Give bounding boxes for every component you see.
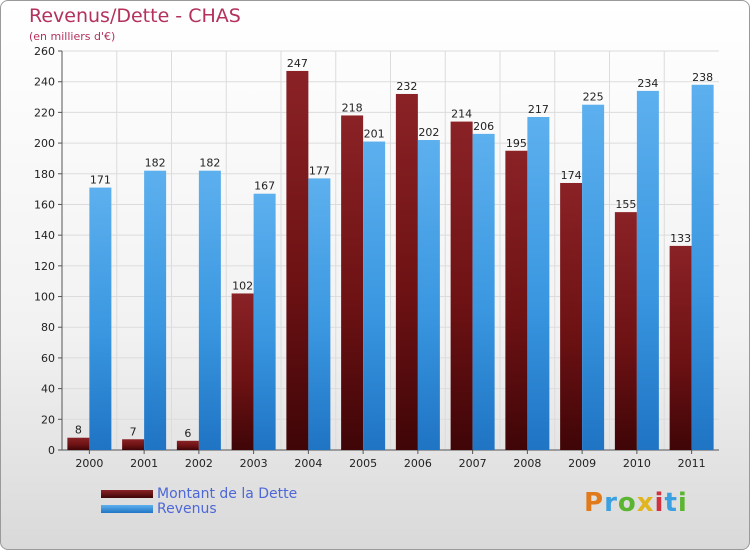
bar-dette-2007 (450, 121, 473, 450)
bar-revenus-2001 (144, 170, 167, 450)
legend-swatch-dette (101, 490, 153, 498)
bar-revenus-2010 (636, 90, 659, 451)
bar-revenus-2003 (253, 193, 276, 450)
chart-title: Revenus/Dette - CHAS (29, 5, 241, 27)
logo-letter: i (677, 488, 688, 518)
data-label-revenus-2001: 182 (145, 157, 166, 170)
y-tick-label-140: 140 (34, 229, 55, 242)
y-tick-label-60: 60 (41, 352, 55, 365)
x-tick-label-2001: 2001 (130, 457, 158, 470)
bar-dette-2000 (67, 437, 90, 450)
data-label-revenus-2008: 217 (528, 103, 549, 116)
logo-letter: P (584, 488, 605, 518)
y-tick-label-160: 160 (34, 198, 55, 211)
legend-label-dette: Montant de la Dette (157, 486, 298, 502)
y-tick-label-40: 40 (41, 383, 55, 396)
bar-dette-2010 (614, 212, 637, 450)
bar-revenus-2008 (527, 116, 550, 450)
proxiti-logo: Proxiti (584, 488, 688, 518)
data-label-dette-2009: 174 (561, 169, 582, 182)
logo-letter: r (604, 488, 618, 518)
y-tick-label-100: 100 (34, 291, 55, 304)
y-tick-label-20: 20 (41, 413, 55, 426)
x-tick-label-2011: 2011 (678, 457, 706, 470)
data-label-revenus-2007: 206 (473, 120, 494, 133)
data-label-dette-2010: 155 (615, 198, 636, 211)
data-label-dette-2006: 232 (396, 80, 417, 93)
data-label-dette-2001: 7 (130, 425, 137, 438)
x-tick-label-2006: 2006 (404, 457, 432, 470)
x-tick-label-2002: 2002 (185, 457, 213, 470)
data-label-revenus-2011: 238 (692, 71, 713, 84)
data-label-dette-2003: 102 (232, 279, 253, 292)
x-tick-label-2005: 2005 (349, 457, 377, 470)
bar-revenus-2000 (89, 187, 112, 451)
x-tick-label-2007: 2007 (459, 457, 487, 470)
y-tick-label-80: 80 (41, 321, 55, 334)
bar-dette-2003 (231, 293, 254, 450)
bar-revenus-2007 (472, 133, 495, 450)
x-tick-label-2010: 2010 (623, 457, 651, 470)
logo-letter: i (654, 488, 665, 518)
bar-revenus-2002 (198, 170, 221, 450)
data-label-dette-2005: 218 (342, 101, 363, 114)
y-tick-label-240: 240 (34, 76, 55, 89)
x-tick-label-2000: 2000 (75, 457, 103, 470)
logo-letter: o (617, 488, 637, 518)
axes (58, 50, 719, 454)
y-tick-label-120: 120 (34, 260, 55, 273)
data-label-dette-2002: 6 (184, 427, 191, 440)
y-tick-label-260: 260 (34, 45, 55, 58)
data-label-dette-2000: 8 (75, 424, 82, 437)
bar-dette-2011 (669, 245, 692, 450)
data-label-revenus-2000: 171 (90, 174, 111, 187)
data-label-dette-2008: 195 (506, 137, 527, 150)
y-tick-label-180: 180 (34, 168, 55, 181)
data-label-dette-2007: 214 (451, 108, 472, 121)
bar-revenus-2011 (691, 84, 714, 450)
y-tick-label-0: 0 (48, 444, 55, 457)
data-label-revenus-2002: 182 (199, 157, 220, 170)
data-label-revenus-2009: 225 (583, 91, 604, 104)
bar-revenus-2004 (308, 178, 331, 450)
data-label-dette-2011: 133 (670, 232, 691, 245)
bar-dette-2005 (341, 115, 364, 450)
data-label-revenus-2003: 167 (254, 180, 275, 193)
chart-subtitle: (en milliers d'€) (29, 30, 116, 43)
bar-revenus-2009 (582, 104, 605, 450)
bar-dette-2008 (505, 150, 528, 450)
data-label-revenus-2005: 201 (364, 128, 385, 141)
bar-dette-2002 (176, 440, 199, 450)
bar-dette-2001 (122, 439, 145, 450)
y-tick-label-200: 200 (34, 137, 55, 150)
data-label-revenus-2004: 177 (309, 164, 330, 177)
bar-revenus-2005 (363, 141, 386, 451)
grid-lines (62, 50, 719, 450)
x-tick-label-2008: 2008 (513, 457, 541, 470)
data-label-revenus-2010: 234 (637, 77, 658, 90)
logo-letter: t (664, 488, 678, 518)
bar-dette-2006 (395, 93, 418, 450)
data-label-revenus-2006: 202 (418, 126, 439, 139)
legend-swatch-revenus (101, 505, 153, 513)
bar-dette-2004 (286, 70, 309, 450)
y-tick-label-220: 220 (34, 106, 55, 119)
bar-revenus-2006 (417, 140, 440, 450)
x-tick-label-2009: 2009 (568, 457, 596, 470)
x-tick-label-2004: 2004 (294, 457, 322, 470)
legend-label-revenus: Revenus (157, 501, 217, 517)
x-tick-label-2003: 2003 (240, 457, 268, 470)
bars (67, 70, 714, 451)
labels: 0 20 40 60 80 100 120 140 160 180 200 220 240 260 8 7 6 1… (34, 45, 713, 470)
data-label-dette-2004: 247 (287, 57, 308, 70)
logo-letter: x (636, 488, 655, 518)
bar-dette-2009 (560, 182, 583, 450)
